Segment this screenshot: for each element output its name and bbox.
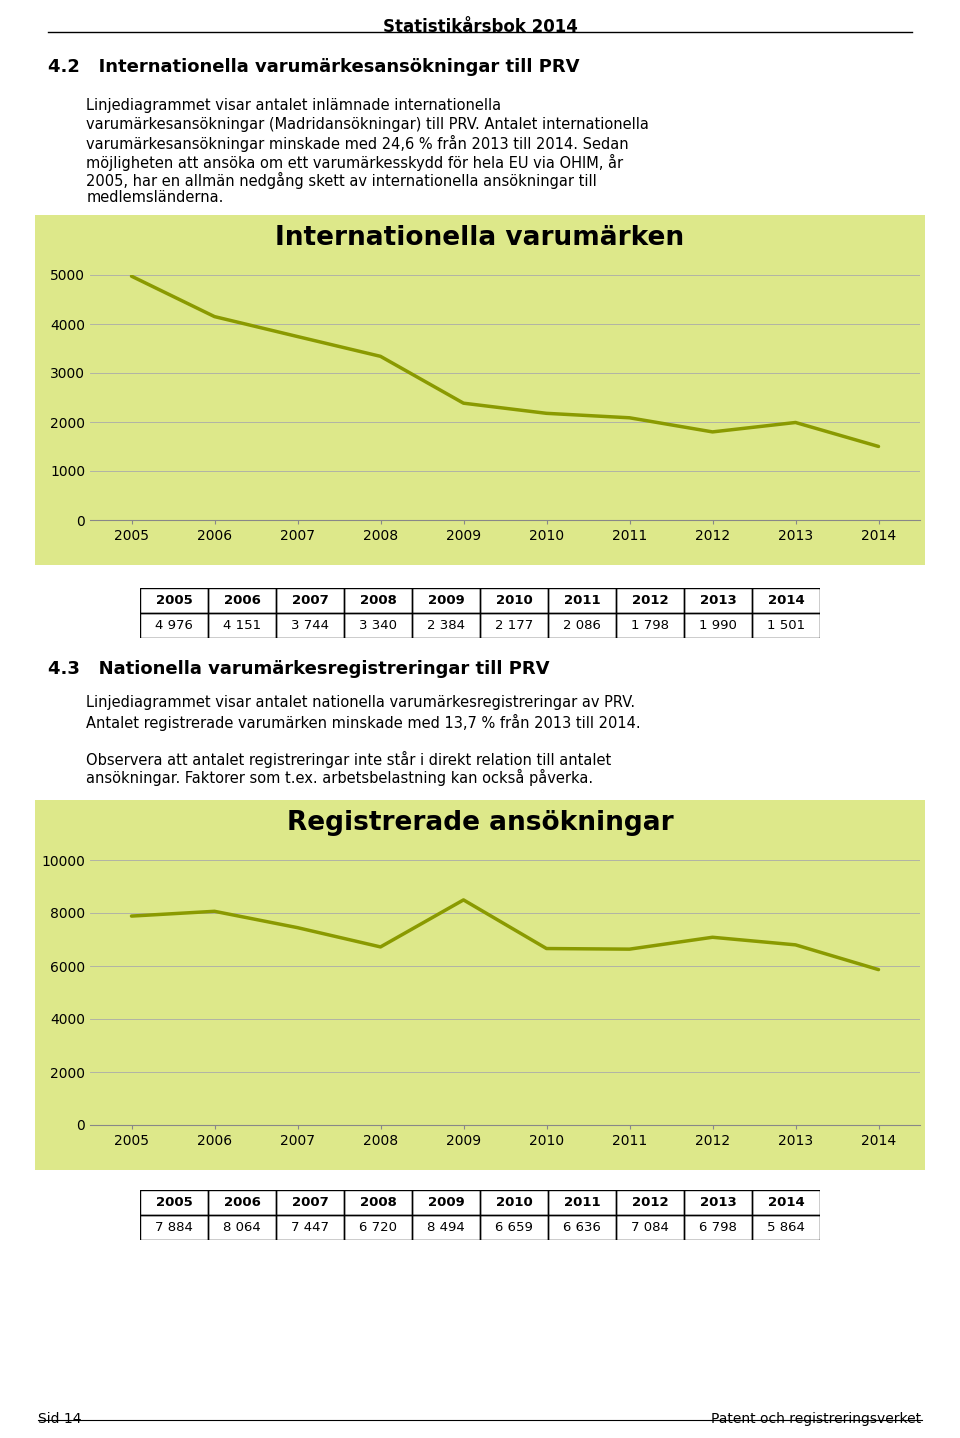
Text: 2007: 2007 <box>292 594 328 607</box>
Text: 2005: 2005 <box>156 594 192 607</box>
Text: 1 501: 1 501 <box>767 618 805 631</box>
Text: medlemsländerna.: medlemsländerna. <box>86 190 224 206</box>
Text: 3 744: 3 744 <box>291 618 329 631</box>
Text: 2011: 2011 <box>564 1196 600 1209</box>
Text: varumärkesansökningar minskade med 24,6 % från 2013 till 2014. Sedan: varumärkesansökningar minskade med 24,6 … <box>86 135 629 152</box>
Text: 2 086: 2 086 <box>564 618 601 631</box>
Text: Internationella varumärken: Internationella varumärken <box>276 224 684 252</box>
Bar <box>140 588 208 613</box>
Bar <box>208 1215 276 1240</box>
Text: 2011: 2011 <box>564 594 600 607</box>
Text: Registrerade ansökningar: Registrerade ansökningar <box>287 810 673 835</box>
Text: ansökningar. Faktorer som t.ex. arbetsbelastning kan också påverka.: ansökningar. Faktorer som t.ex. arbetsbe… <box>86 769 593 787</box>
Text: Patent och registreringsverket: Patent och registreringsverket <box>711 1412 922 1426</box>
Text: 2007: 2007 <box>292 1196 328 1209</box>
Text: 1 990: 1 990 <box>699 618 737 631</box>
Bar <box>616 588 684 613</box>
Bar <box>752 613 820 638</box>
Bar <box>412 613 480 638</box>
Text: Antalet registrerade varumärken minskade med 13,7 % från 2013 till 2014.: Antalet registrerade varumärken minskade… <box>86 713 641 731</box>
Bar <box>752 1191 820 1215</box>
Bar <box>684 1215 752 1240</box>
Bar <box>548 1191 616 1215</box>
Bar <box>412 588 480 613</box>
Bar <box>276 613 344 638</box>
Bar <box>480 613 548 638</box>
Text: Linjediagrammet visar antalet nationella varumärkesregistreringar av PRV.: Linjediagrammet visar antalet nationella… <box>86 695 636 710</box>
Text: 6 798: 6 798 <box>699 1221 737 1234</box>
Text: Observera att antalet registreringar inte står i direkt relation till antalet: Observera att antalet registreringar int… <box>86 751 612 768</box>
Text: 2008: 2008 <box>360 594 396 607</box>
Bar <box>548 588 616 613</box>
Bar <box>752 588 820 613</box>
Text: 2006: 2006 <box>224 1196 260 1209</box>
Text: 6 659: 6 659 <box>495 1221 533 1234</box>
Text: 2010: 2010 <box>495 594 533 607</box>
Text: 2009: 2009 <box>427 594 465 607</box>
Bar <box>684 1191 752 1215</box>
Text: varumärkesansökningar (Madridansökningar) till PRV. Antalet internationella: varumärkesansökningar (Madridansökningar… <box>86 116 649 131</box>
Text: 4 976: 4 976 <box>156 618 193 631</box>
Bar <box>140 1191 208 1215</box>
Text: Linjediagrammet visar antalet inlämnade internationella: Linjediagrammet visar antalet inlämnade … <box>86 98 501 114</box>
Bar <box>344 588 412 613</box>
Text: 2005: 2005 <box>156 1196 192 1209</box>
Text: Sid 14: Sid 14 <box>38 1412 82 1426</box>
Text: 6 636: 6 636 <box>564 1221 601 1234</box>
Text: 3 340: 3 340 <box>359 618 397 631</box>
Text: 2009: 2009 <box>427 1196 465 1209</box>
Text: 2008: 2008 <box>360 1196 396 1209</box>
Text: 2 384: 2 384 <box>427 618 465 631</box>
Bar <box>208 613 276 638</box>
Text: 5 864: 5 864 <box>767 1221 804 1234</box>
Text: 2006: 2006 <box>224 594 260 607</box>
Bar <box>344 1191 412 1215</box>
Bar <box>684 613 752 638</box>
Bar <box>548 613 616 638</box>
Bar <box>480 1215 548 1240</box>
Text: 6 720: 6 720 <box>359 1221 397 1234</box>
Bar <box>752 1215 820 1240</box>
Text: 2012: 2012 <box>632 1196 668 1209</box>
Text: 1 798: 1 798 <box>631 618 669 631</box>
Text: 2010: 2010 <box>495 1196 533 1209</box>
Text: 4.3   Nationella varumärkesregistreringar till PRV: 4.3 Nationella varumärkesregistreringar … <box>48 660 549 677</box>
Bar <box>276 1215 344 1240</box>
Bar <box>208 1191 276 1215</box>
Text: 8 494: 8 494 <box>427 1221 465 1234</box>
Bar <box>480 1191 548 1215</box>
Text: 2014: 2014 <box>768 594 804 607</box>
Text: 2005, har en allmän nedgång skett av internationella ansökningar till: 2005, har en allmän nedgång skett av int… <box>86 173 597 188</box>
Text: 4 151: 4 151 <box>223 618 261 631</box>
Bar <box>616 1215 684 1240</box>
Bar <box>616 613 684 638</box>
Text: 2013: 2013 <box>700 594 736 607</box>
Text: 2013: 2013 <box>700 1196 736 1209</box>
Text: 7 884: 7 884 <box>156 1221 193 1234</box>
Bar <box>684 588 752 613</box>
Bar <box>276 588 344 613</box>
Text: 2012: 2012 <box>632 594 668 607</box>
Text: 7 447: 7 447 <box>291 1221 329 1234</box>
Bar <box>548 1215 616 1240</box>
Bar <box>480 588 548 613</box>
Bar <box>140 613 208 638</box>
Bar <box>344 1215 412 1240</box>
Bar <box>344 613 412 638</box>
Text: 7 084: 7 084 <box>631 1221 669 1234</box>
Text: 2014: 2014 <box>768 1196 804 1209</box>
Text: 8 064: 8 064 <box>223 1221 261 1234</box>
Bar <box>616 1191 684 1215</box>
Text: 2 177: 2 177 <box>494 618 533 631</box>
Text: Statistikårsbok 2014: Statistikårsbok 2014 <box>383 19 577 36</box>
Bar <box>208 588 276 613</box>
Bar <box>276 1191 344 1215</box>
Bar <box>412 1191 480 1215</box>
Text: möjligheten att ansöka om ett varumärkesskydd för hela EU via OHIM, år: möjligheten att ansöka om ett varumärkes… <box>86 154 624 171</box>
Bar <box>140 1215 208 1240</box>
Bar <box>412 1215 480 1240</box>
Text: 4.2   Internationella varumärkesansökningar till PRV: 4.2 Internationella varumärkesansökninga… <box>48 58 580 76</box>
